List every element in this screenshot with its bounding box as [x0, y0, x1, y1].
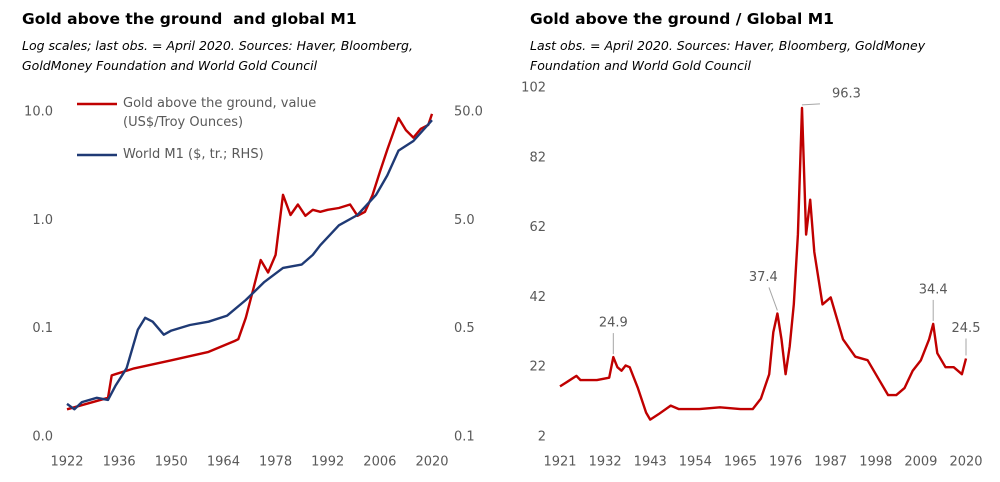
x-tick-label: 1954 [679, 455, 712, 470]
chart-subtitle: Log scales; last obs. = April 2020. Sour… [22, 38, 413, 73]
y-tick-label: 62 [529, 220, 546, 235]
y-tick-label: 0.1 [32, 321, 53, 336]
annotation-label: 34.4 [919, 282, 948, 297]
annotation-label: 37.4 [749, 270, 778, 285]
data-line [66, 113, 434, 411]
y-tick-label: 102 [521, 81, 546, 96]
legend-label: Gold above the ground, value (US$/Troy O… [123, 96, 317, 130]
annotation-leader [801, 103, 820, 106]
annotation-label: 24.9 [599, 316, 628, 331]
legend-label: World M1 ($, tr.; RHS) [123, 147, 264, 162]
y2-tick-label: 50.0 [454, 105, 483, 120]
x-tick-label: 1998 [859, 455, 892, 470]
y2-tick-label: 0.1 [454, 430, 475, 445]
annotation-label: 96.3 [832, 86, 861, 101]
x-tick-label: 1950 [155, 455, 188, 470]
data-line [66, 119, 433, 411]
chart-title: Gold above the ground and global M1 [22, 10, 357, 28]
x-tick-label: 1992 [311, 455, 344, 470]
y-tick-label: 82 [529, 150, 546, 165]
annotation-leader [768, 287, 778, 311]
x-tick-label: 1965 [724, 455, 757, 470]
x-tick-label: 2009 [904, 455, 937, 470]
x-tick-label: 1921 [543, 455, 576, 470]
x-tick-label: 1978 [259, 455, 292, 470]
y2-tick-label: 5.0 [454, 213, 475, 228]
x-tick-label: 2020 [949, 455, 982, 470]
x-tick-label: 1976 [769, 455, 802, 470]
x-tick-label: 1922 [50, 455, 83, 470]
y-tick-label: 1.0 [32, 213, 53, 228]
y-tick-label: 0.0 [32, 430, 53, 445]
x-tick-label: 1943 [634, 455, 667, 470]
y-tick-label: 10.0 [24, 105, 53, 120]
chart-title: Gold above the ground / Global M1 [530, 10, 834, 28]
y-tick-label: 42 [529, 290, 546, 305]
chart-subtitle: Last obs. = April 2020. Sources: Haver, … [530, 38, 926, 73]
x-tick-label: 1932 [589, 455, 622, 470]
x-tick-label: 1936 [103, 455, 136, 470]
y-tick-label: 2 [538, 430, 546, 445]
x-tick-label: 1964 [207, 455, 240, 470]
data-line [559, 106, 968, 421]
x-tick-label: 1987 [814, 455, 847, 470]
y2-tick-label: 0.5 [454, 321, 475, 336]
annotation-label: 24.5 [952, 321, 981, 336]
y-tick-label: 22 [529, 360, 546, 375]
x-tick-label: 2006 [363, 455, 396, 470]
x-tick-label: 2020 [415, 455, 448, 470]
